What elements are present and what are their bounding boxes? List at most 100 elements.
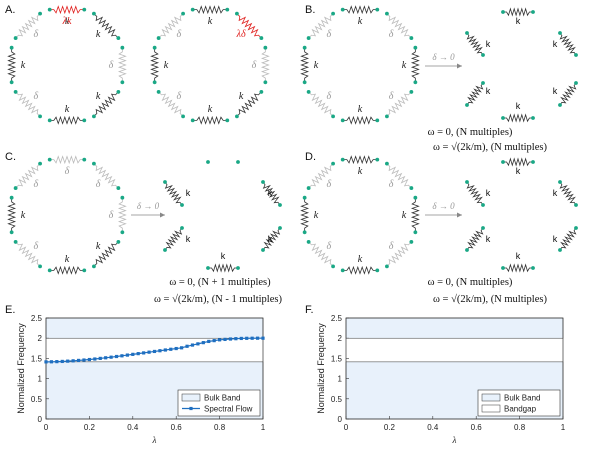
spectral-flow-point bbox=[120, 354, 124, 358]
label-k: k bbox=[268, 234, 273, 244]
spectral-flow-point bbox=[169, 347, 173, 351]
mass-dot bbox=[375, 118, 380, 123]
spring-delta bbox=[308, 241, 334, 267]
mass-dot bbox=[156, 90, 161, 94]
mass-dot bbox=[9, 195, 14, 200]
mass-dot bbox=[409, 186, 414, 190]
x-tick-label: 1 bbox=[261, 423, 266, 432]
y-tick-label: 1 bbox=[38, 375, 43, 384]
panel-label-e: E. bbox=[5, 304, 15, 316]
mass-dot bbox=[82, 268, 87, 273]
spectral-flow-point bbox=[147, 350, 151, 354]
mass-dot bbox=[331, 161, 335, 166]
legend-label: Bulk Band bbox=[504, 394, 540, 403]
mass-dot bbox=[82, 157, 87, 162]
mass-dot bbox=[306, 186, 311, 190]
label-k: k bbox=[553, 39, 558, 49]
label-delta: δ bbox=[327, 91, 332, 102]
panel-label-d: D. bbox=[305, 151, 316, 163]
x-axis-label: λ bbox=[452, 435, 457, 445]
y-tick-label: 1 bbox=[338, 375, 343, 384]
mass-dot bbox=[82, 7, 87, 12]
spring-delta bbox=[308, 91, 334, 117]
spring-delta bbox=[158, 13, 184, 39]
mass-dot bbox=[385, 161, 389, 166]
mass-dot bbox=[409, 90, 414, 94]
label-k: k bbox=[516, 166, 521, 176]
x-tick-label: 0.8 bbox=[214, 423, 226, 432]
mass-dot bbox=[574, 53, 578, 57]
x-tick-label: 0.2 bbox=[384, 423, 396, 432]
y-axis-label: Normalized Frequency bbox=[16, 323, 26, 414]
spring-delta bbox=[308, 163, 334, 189]
mass-dot bbox=[302, 195, 307, 200]
mass-dot bbox=[13, 240, 18, 244]
y-tick-label: 0.5 bbox=[31, 395, 43, 404]
mass-dot bbox=[306, 240, 311, 244]
mass-dot bbox=[375, 157, 380, 162]
note-d-zero: ω = 0, (N multiples) bbox=[428, 277, 513, 288]
mass-dot bbox=[385, 11, 389, 16]
spring-lambda bbox=[236, 13, 262, 39]
mass-dot bbox=[531, 266, 535, 270]
label-delta: δ bbox=[389, 179, 394, 190]
label-k: k bbox=[402, 210, 407, 221]
x-tick-label: 0.4 bbox=[427, 423, 439, 432]
mass-dot bbox=[120, 195, 125, 200]
mass-dot bbox=[47, 157, 52, 162]
spring-k bbox=[93, 13, 119, 39]
mass-dot bbox=[558, 31, 562, 35]
x-tick-label: 0.6 bbox=[171, 423, 183, 432]
mass-dot bbox=[340, 118, 345, 123]
mass-dot bbox=[340, 7, 345, 12]
spectral-flow-point bbox=[196, 342, 200, 346]
mass-dot bbox=[481, 226, 485, 230]
mass-dot bbox=[340, 268, 345, 273]
plot-frame bbox=[45, 317, 264, 420]
mass-dot bbox=[13, 36, 18, 40]
mass-dot bbox=[152, 80, 157, 85]
spring-delta bbox=[117, 47, 127, 83]
bulk-band-region bbox=[45, 317, 264, 339]
mass-dot bbox=[236, 266, 240, 270]
mass-dot bbox=[481, 81, 485, 85]
legend-swatch-gap bbox=[481, 404, 501, 413]
label-delta: δ bbox=[96, 179, 101, 190]
spectral-flow-point bbox=[60, 359, 64, 364]
spectral-flow-point bbox=[125, 353, 129, 357]
spring-k bbox=[49, 115, 85, 125]
spectral-flow-point bbox=[250, 336, 254, 340]
label-delta: δ bbox=[34, 241, 39, 252]
mass-dot bbox=[413, 45, 418, 50]
mass-dot bbox=[302, 80, 307, 85]
label-k: k bbox=[96, 29, 101, 40]
spectral-flow-point bbox=[152, 349, 157, 354]
label-k: k bbox=[21, 210, 26, 221]
bulk-band-region bbox=[345, 317, 564, 339]
x-tick-label: 1 bbox=[561, 423, 566, 432]
mass-dot bbox=[47, 118, 52, 123]
legend-swatch-flow-marker bbox=[189, 406, 193, 411]
mass-dot bbox=[263, 45, 268, 50]
spring-delta bbox=[260, 47, 270, 83]
mass-dot bbox=[9, 230, 14, 235]
spectral-flow-point bbox=[174, 346, 178, 351]
spring-k bbox=[503, 113, 533, 123]
y-tick-label: 0 bbox=[338, 415, 343, 424]
mass-dot bbox=[235, 114, 239, 119]
legend-label: Spectral Flow bbox=[204, 405, 253, 414]
label-k: k bbox=[516, 16, 521, 26]
mass-dot bbox=[38, 264, 42, 269]
mass-dot bbox=[302, 230, 307, 235]
spring-k bbox=[559, 82, 577, 106]
spectral-flow-point bbox=[255, 336, 260, 340]
label-delta: δ bbox=[327, 241, 332, 252]
spring-k bbox=[164, 227, 183, 251]
y-tick-label: 1.5 bbox=[31, 354, 43, 363]
spring-k bbox=[342, 5, 378, 15]
label-k: k bbox=[358, 254, 363, 265]
mass-dot bbox=[92, 11, 96, 16]
mass-dot bbox=[9, 80, 14, 85]
label-k: k bbox=[516, 251, 521, 261]
label-k: k bbox=[358, 104, 363, 115]
